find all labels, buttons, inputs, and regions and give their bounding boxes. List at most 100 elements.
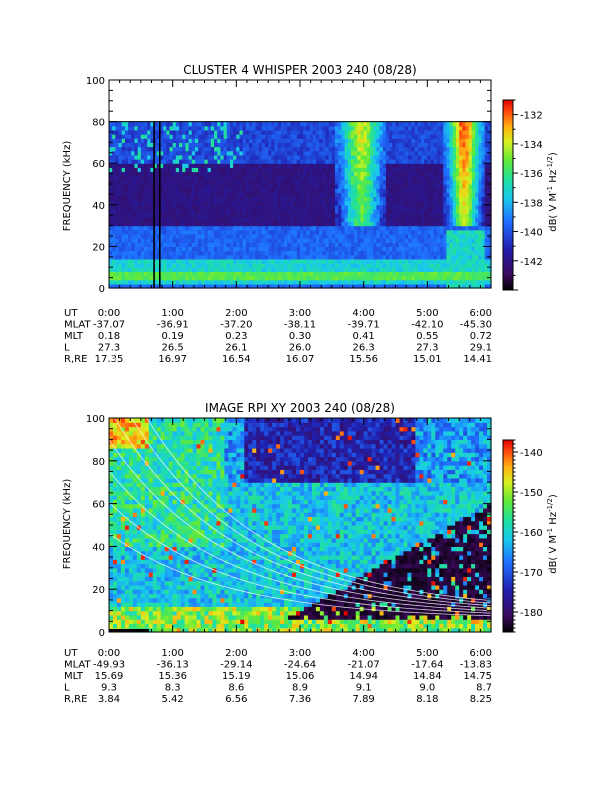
spectrogram-cell [354, 125, 358, 131]
spectrogram-cell [433, 129, 438, 135]
spectrogram-cell [440, 184, 444, 189]
spectrogram-cell [172, 196, 177, 202]
spectrogram-cell [446, 254, 451, 260]
spectrogram-cell [229, 271, 234, 277]
spectrogram-cell [131, 204, 136, 210]
spectrogram-cell [185, 217, 190, 223]
spectrogram-cell [194, 163, 199, 168]
spectrogram-cell [338, 271, 342, 277]
spectrogram-cell [140, 179, 145, 185]
spectrogram-cell [354, 246, 358, 252]
spectrogram-cell [236, 192, 241, 198]
spectrogram-cell [121, 163, 126, 168]
spectrogram-cell [140, 279, 145, 285]
spectrogram-cell [395, 200, 400, 206]
spectrogram-cell [300, 246, 304, 252]
spectrogram-cell [220, 150, 225, 156]
spectrogram-cell [357, 271, 362, 277]
spectrogram-cell [156, 138, 161, 143]
spectrogram-cell [268, 221, 272, 227]
spectrogram-cell [137, 129, 142, 135]
spectrogram-cell [229, 246, 234, 252]
spectrogram-cell [408, 175, 413, 181]
spectrogram-cell [150, 129, 155, 135]
spectrogram-cell [220, 138, 225, 143]
spectrogram-cell [134, 213, 139, 218]
spectrogram-cell [443, 204, 448, 210]
spectrogram-cell [159, 250, 164, 256]
spectrogram-cell [217, 221, 222, 227]
spectrogram-cell [306, 138, 311, 143]
spectrogram-cell [144, 196, 148, 202]
spectrogram-cell [204, 171, 209, 177]
spectrogram-cell [201, 267, 206, 272]
spectrogram-cell [124, 163, 129, 168]
spectrogram-cell [405, 238, 409, 243]
spectrogram-cell [172, 129, 177, 135]
spectrogram-cell [481, 229, 486, 235]
spectrogram-cell [137, 188, 142, 193]
spectrogram-cell [179, 134, 183, 139]
spectrogram-cell [465, 246, 470, 252]
spectrogram-cell [360, 204, 365, 210]
spectrogram-cell [223, 279, 228, 285]
spectrogram-cell [433, 150, 438, 156]
colorbar-tick-label: -132 [520, 111, 543, 122]
spectrogram-cell [436, 271, 441, 277]
spectrogram-cell [347, 125, 352, 131]
spectrogram-cell [373, 271, 377, 277]
spectrogram-cell [322, 221, 327, 227]
spectrogram-cell [236, 196, 241, 202]
spectrogram-cell [433, 217, 438, 223]
spectrogram-cell [290, 150, 295, 156]
spectrogram-cell [449, 200, 454, 206]
spectrogram-cell [280, 175, 285, 181]
spectrogram-cell [169, 208, 174, 214]
spectrogram-cell [290, 188, 295, 193]
spectrogram-cell [344, 192, 349, 198]
spectrogram-cell [163, 163, 167, 168]
spectrogram-cell [249, 154, 253, 160]
spectrogram-cell [487, 204, 492, 210]
spectrogram-cell [401, 229, 406, 235]
spectrogram-cell [280, 263, 285, 268]
spectrogram-cell [239, 233, 244, 239]
spectrogram-cell [354, 200, 358, 206]
spectrogram-cell [163, 134, 167, 139]
spectrogram-cell [258, 250, 263, 256]
spectrogram-cell [389, 208, 393, 214]
spectrogram-cell [338, 121, 342, 127]
spectrogram-cell [322, 263, 327, 268]
spectrogram-cell [350, 167, 355, 173]
spectrogram-cell [303, 208, 307, 214]
spectrogram-cell [172, 258, 177, 264]
spectrogram-cell [306, 254, 311, 260]
spectrogram-cell [268, 142, 272, 148]
spectrogram-cell [258, 196, 263, 202]
spectrogram-cell [236, 154, 241, 160]
spectrogram-cell [443, 134, 448, 139]
spectrogram-cell [366, 217, 371, 223]
spectrogram-cell [420, 196, 425, 202]
spectrogram-cell [258, 229, 263, 235]
spectrogram-cell [471, 184, 476, 189]
spectrogram-cell [210, 275, 215, 281]
spectrogram-cell [131, 254, 136, 260]
spectrogram-cell [226, 146, 231, 152]
spectrogram-cell [287, 271, 292, 277]
spectrogram-cell [249, 217, 253, 223]
spectrogram-cell [179, 163, 183, 168]
spectrogram-cell [360, 163, 365, 168]
spectrogram-cell [376, 192, 381, 198]
spectrogram-cell [229, 167, 234, 173]
spectrogram-cell [449, 204, 454, 210]
spectrogram-cell [169, 263, 174, 268]
spectrogram-cell [236, 258, 241, 264]
spectrogram-cell [462, 217, 467, 223]
spectrogram-cell [382, 154, 387, 160]
spectrogram-cell [462, 184, 467, 189]
spectrogram-cell [156, 134, 161, 139]
spectrogram-cell [226, 204, 231, 210]
spectrogram-cell [233, 233, 237, 239]
spectrogram-cell [462, 138, 467, 143]
